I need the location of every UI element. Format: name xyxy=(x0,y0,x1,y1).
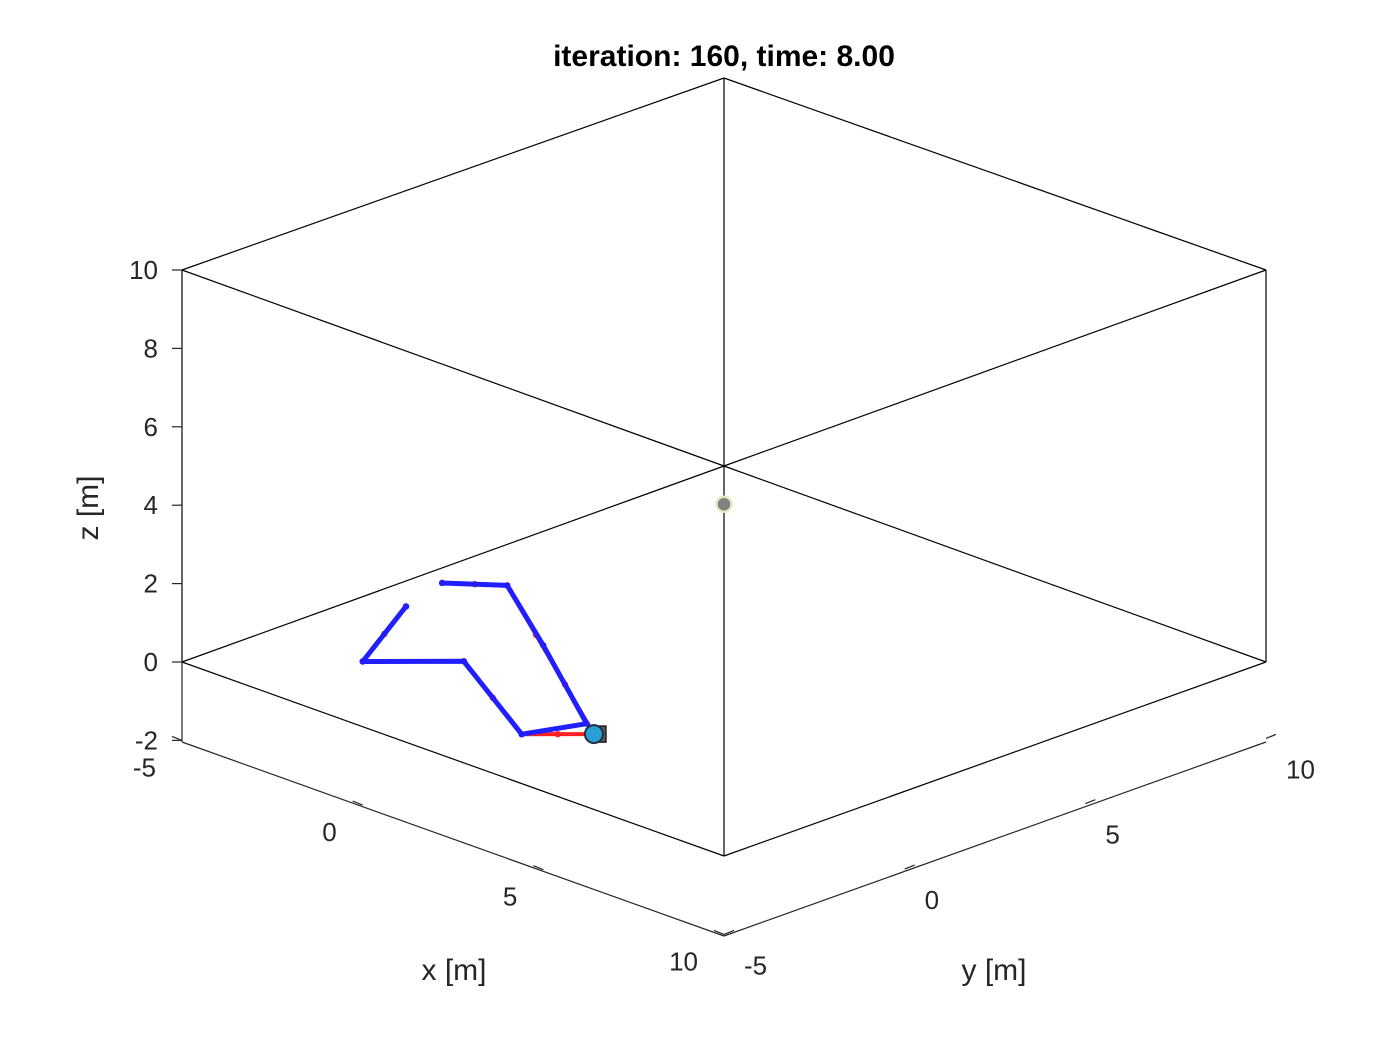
box-edge-top-front-right xyxy=(723,269,1267,467)
box-edge-top-back-right xyxy=(723,77,1267,271)
blue-trajectory-point xyxy=(359,658,366,665)
z-tick-label: 8 xyxy=(144,333,158,363)
chart-title: iteration: 160, time: 8.00 xyxy=(553,40,895,73)
y-axis-label: y [m] xyxy=(962,954,1027,987)
z-tick-label: 0 xyxy=(144,647,158,677)
trajectory-series xyxy=(359,579,598,738)
box-edge-bottom-front-left xyxy=(181,661,725,857)
x-tick-mark xyxy=(171,735,183,741)
x-tick-mark xyxy=(352,800,363,806)
axes-box xyxy=(181,77,1267,857)
blue-trajectory-point xyxy=(504,582,511,589)
blue-trajectory-line xyxy=(360,580,590,737)
x-axis-label: x [m] xyxy=(422,954,487,987)
x-axis-line xyxy=(181,741,725,937)
y-tick-label: 5 xyxy=(1105,820,1119,850)
axis-ticks: -2 0 2 4 6 8 10 -5 0 5 10 -5 0 5 10 xyxy=(129,255,1315,980)
y-tick-label: 0 xyxy=(925,885,939,915)
x-tick-label: 0 xyxy=(322,817,336,847)
box-edge-top-front-left xyxy=(181,269,725,467)
y-tick-mark xyxy=(904,864,915,870)
y-tick-mark xyxy=(1265,733,1277,739)
blue-trajectory-point xyxy=(460,658,468,665)
y-tick-mark xyxy=(723,929,735,935)
x-tick-label: -5 xyxy=(133,752,156,782)
blue-trajectory-point xyxy=(540,642,547,649)
position-markers xyxy=(583,495,733,745)
z-tick-label: 10 xyxy=(129,255,158,285)
blue-trajectory-point xyxy=(438,579,446,587)
x-tick-mark xyxy=(533,865,544,871)
x-tick-mark xyxy=(713,929,725,935)
z-tick-label: -2 xyxy=(135,725,158,755)
z-tick-label: 2 xyxy=(144,569,158,599)
blue-trajectory-point xyxy=(518,731,525,738)
z-axis-label: z [m] xyxy=(72,476,105,541)
red-trajectory-point xyxy=(554,730,561,738)
box-edge-bottom-back-right xyxy=(723,465,1267,663)
blue-trajectory-point xyxy=(583,720,590,727)
x-tick-label: 5 xyxy=(503,882,517,912)
vehicle-marker xyxy=(583,724,604,745)
z-tick-label: 6 xyxy=(144,412,158,442)
target-marker xyxy=(715,495,733,513)
y-tick-mark xyxy=(1085,799,1096,805)
y-axis-line xyxy=(723,741,1267,937)
y-tick-label: 10 xyxy=(1286,754,1315,784)
x-tick-label: 10 xyxy=(669,946,698,976)
blue-trajectory-point xyxy=(402,603,410,610)
red-trajectory-line xyxy=(360,581,596,737)
y-tick-label: -5 xyxy=(744,950,767,980)
z-tick-label: 4 xyxy=(144,490,158,520)
box-edge-bottom-front-right xyxy=(723,661,1267,857)
box-edge-bottom-back-left xyxy=(181,465,725,663)
box-edge-top-back-left xyxy=(181,77,725,271)
